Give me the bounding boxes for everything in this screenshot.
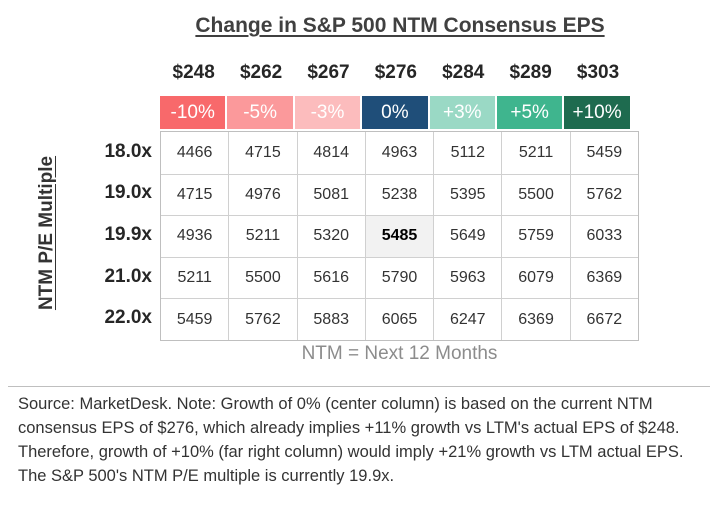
eps-header: $289 <box>509 62 552 83</box>
table-cell: 5963 <box>433 257 501 299</box>
eps-header: $284 <box>442 62 485 83</box>
table-cell: 4976 <box>228 174 296 216</box>
table-cell: 5762 <box>569 174 638 216</box>
table-cell: 6369 <box>569 257 638 299</box>
table-cell: 5500 <box>501 174 569 216</box>
table-cell: 5112 <box>433 132 501 174</box>
table-cell: 6369 <box>501 299 569 340</box>
pe-multiple-label: 19.0x <box>104 182 152 204</box>
pe-multiple-label: 19.9x <box>104 223 152 245</box>
table-cell: 4963 <box>364 132 433 174</box>
eps-header: $303 <box>576 62 620 83</box>
eps-header-row: $248 $262 $267 $276 $284 $289 $303 <box>160 62 632 84</box>
table-cell: 5238 <box>364 174 433 216</box>
table-row: 5459 5762 5883 6065 6247 6369 6672 <box>161 298 638 340</box>
source-note: Source: MarketDesk. Note: Growth of 0% (… <box>18 395 684 485</box>
table-cell: 4466 <box>176 143 213 161</box>
table-cell: 5616 <box>296 257 365 299</box>
table-cell: 5649 <box>433 216 501 257</box>
growth-header: -10% <box>160 96 226 129</box>
pe-multiple-label: 18.0x <box>104 140 152 162</box>
table-cell: 5790 <box>364 257 433 299</box>
table-row: 5211 5500 5616 5790 5963 6079 6369 <box>161 256 638 299</box>
table-cell: 4715 <box>228 132 296 174</box>
table-cell: 5395 <box>433 174 501 216</box>
table-cell: 5762 <box>228 299 296 340</box>
table-cell: 5759 <box>501 216 569 257</box>
table-cell: 5081 <box>296 174 365 216</box>
growth-header: +5% <box>496 96 563 129</box>
table-row: 4715 4976 5081 5238 5395 5500 5762 <box>161 173 638 216</box>
growth-header-row: -10% -5% -3% 0% +3% +5% +10% <box>160 96 632 129</box>
table-cell: 5211 <box>177 269 212 287</box>
table-cell: 5500 <box>228 257 296 299</box>
pe-multiple-labels: 18.0x 19.0x 19.9x 21.0x 22.0x <box>80 131 152 339</box>
eps-header: $276 <box>374 62 417 83</box>
table-cell: 6065 <box>364 299 433 340</box>
table-cell: 5211 <box>501 132 569 174</box>
table-cell: 5320 <box>296 216 365 257</box>
table-cell: 4814 <box>296 132 365 174</box>
table-cell: 4715 <box>176 185 213 203</box>
eps-header: $267 <box>307 62 350 83</box>
growth-header: +10% <box>564 96 630 129</box>
table-cell: 6079 <box>501 257 569 299</box>
table-cell: 5459 <box>176 310 213 328</box>
table-cell: 5459 <box>569 132 638 174</box>
eps-header: $248 <box>172 62 215 83</box>
eps-header: $262 <box>239 62 283 83</box>
chart-title: Change in S&P 500 NTM Consensus EPS <box>195 14 605 37</box>
table-cell: 6247 <box>433 299 501 340</box>
growth-header: -5% <box>227 96 293 129</box>
ntm-footnote: NTM = Next 12 Months <box>301 343 498 364</box>
highlighted-cell: 5485 <box>364 216 434 257</box>
pe-multiple-label: 22.0x <box>104 307 152 329</box>
table-cell: 5883 <box>296 299 365 340</box>
y-axis-label: NTM P/E Multiple <box>36 155 57 311</box>
growth-header: 0% <box>362 96 428 129</box>
pe-multiple-label: 21.0x <box>104 265 152 287</box>
table-cell: 4936 <box>176 227 213 245</box>
table-cell: 5211 <box>228 216 296 257</box>
growth-header: +3% <box>429 96 495 129</box>
growth-header: -3% <box>294 96 361 129</box>
table-row: 4466 4715 4814 4963 5112 5211 5459 <box>161 132 638 174</box>
table-row: 4936 5211 5320 5485 5649 5759 6033 <box>161 215 638 257</box>
table-cell: 6033 <box>569 216 638 257</box>
table-cell: 6672 <box>569 299 638 340</box>
sensitivity-grid: 4466 4715 4814 4963 5112 5211 5459 4715 4976 5081… <box>160 131 639 341</box>
divider <box>8 386 710 387</box>
